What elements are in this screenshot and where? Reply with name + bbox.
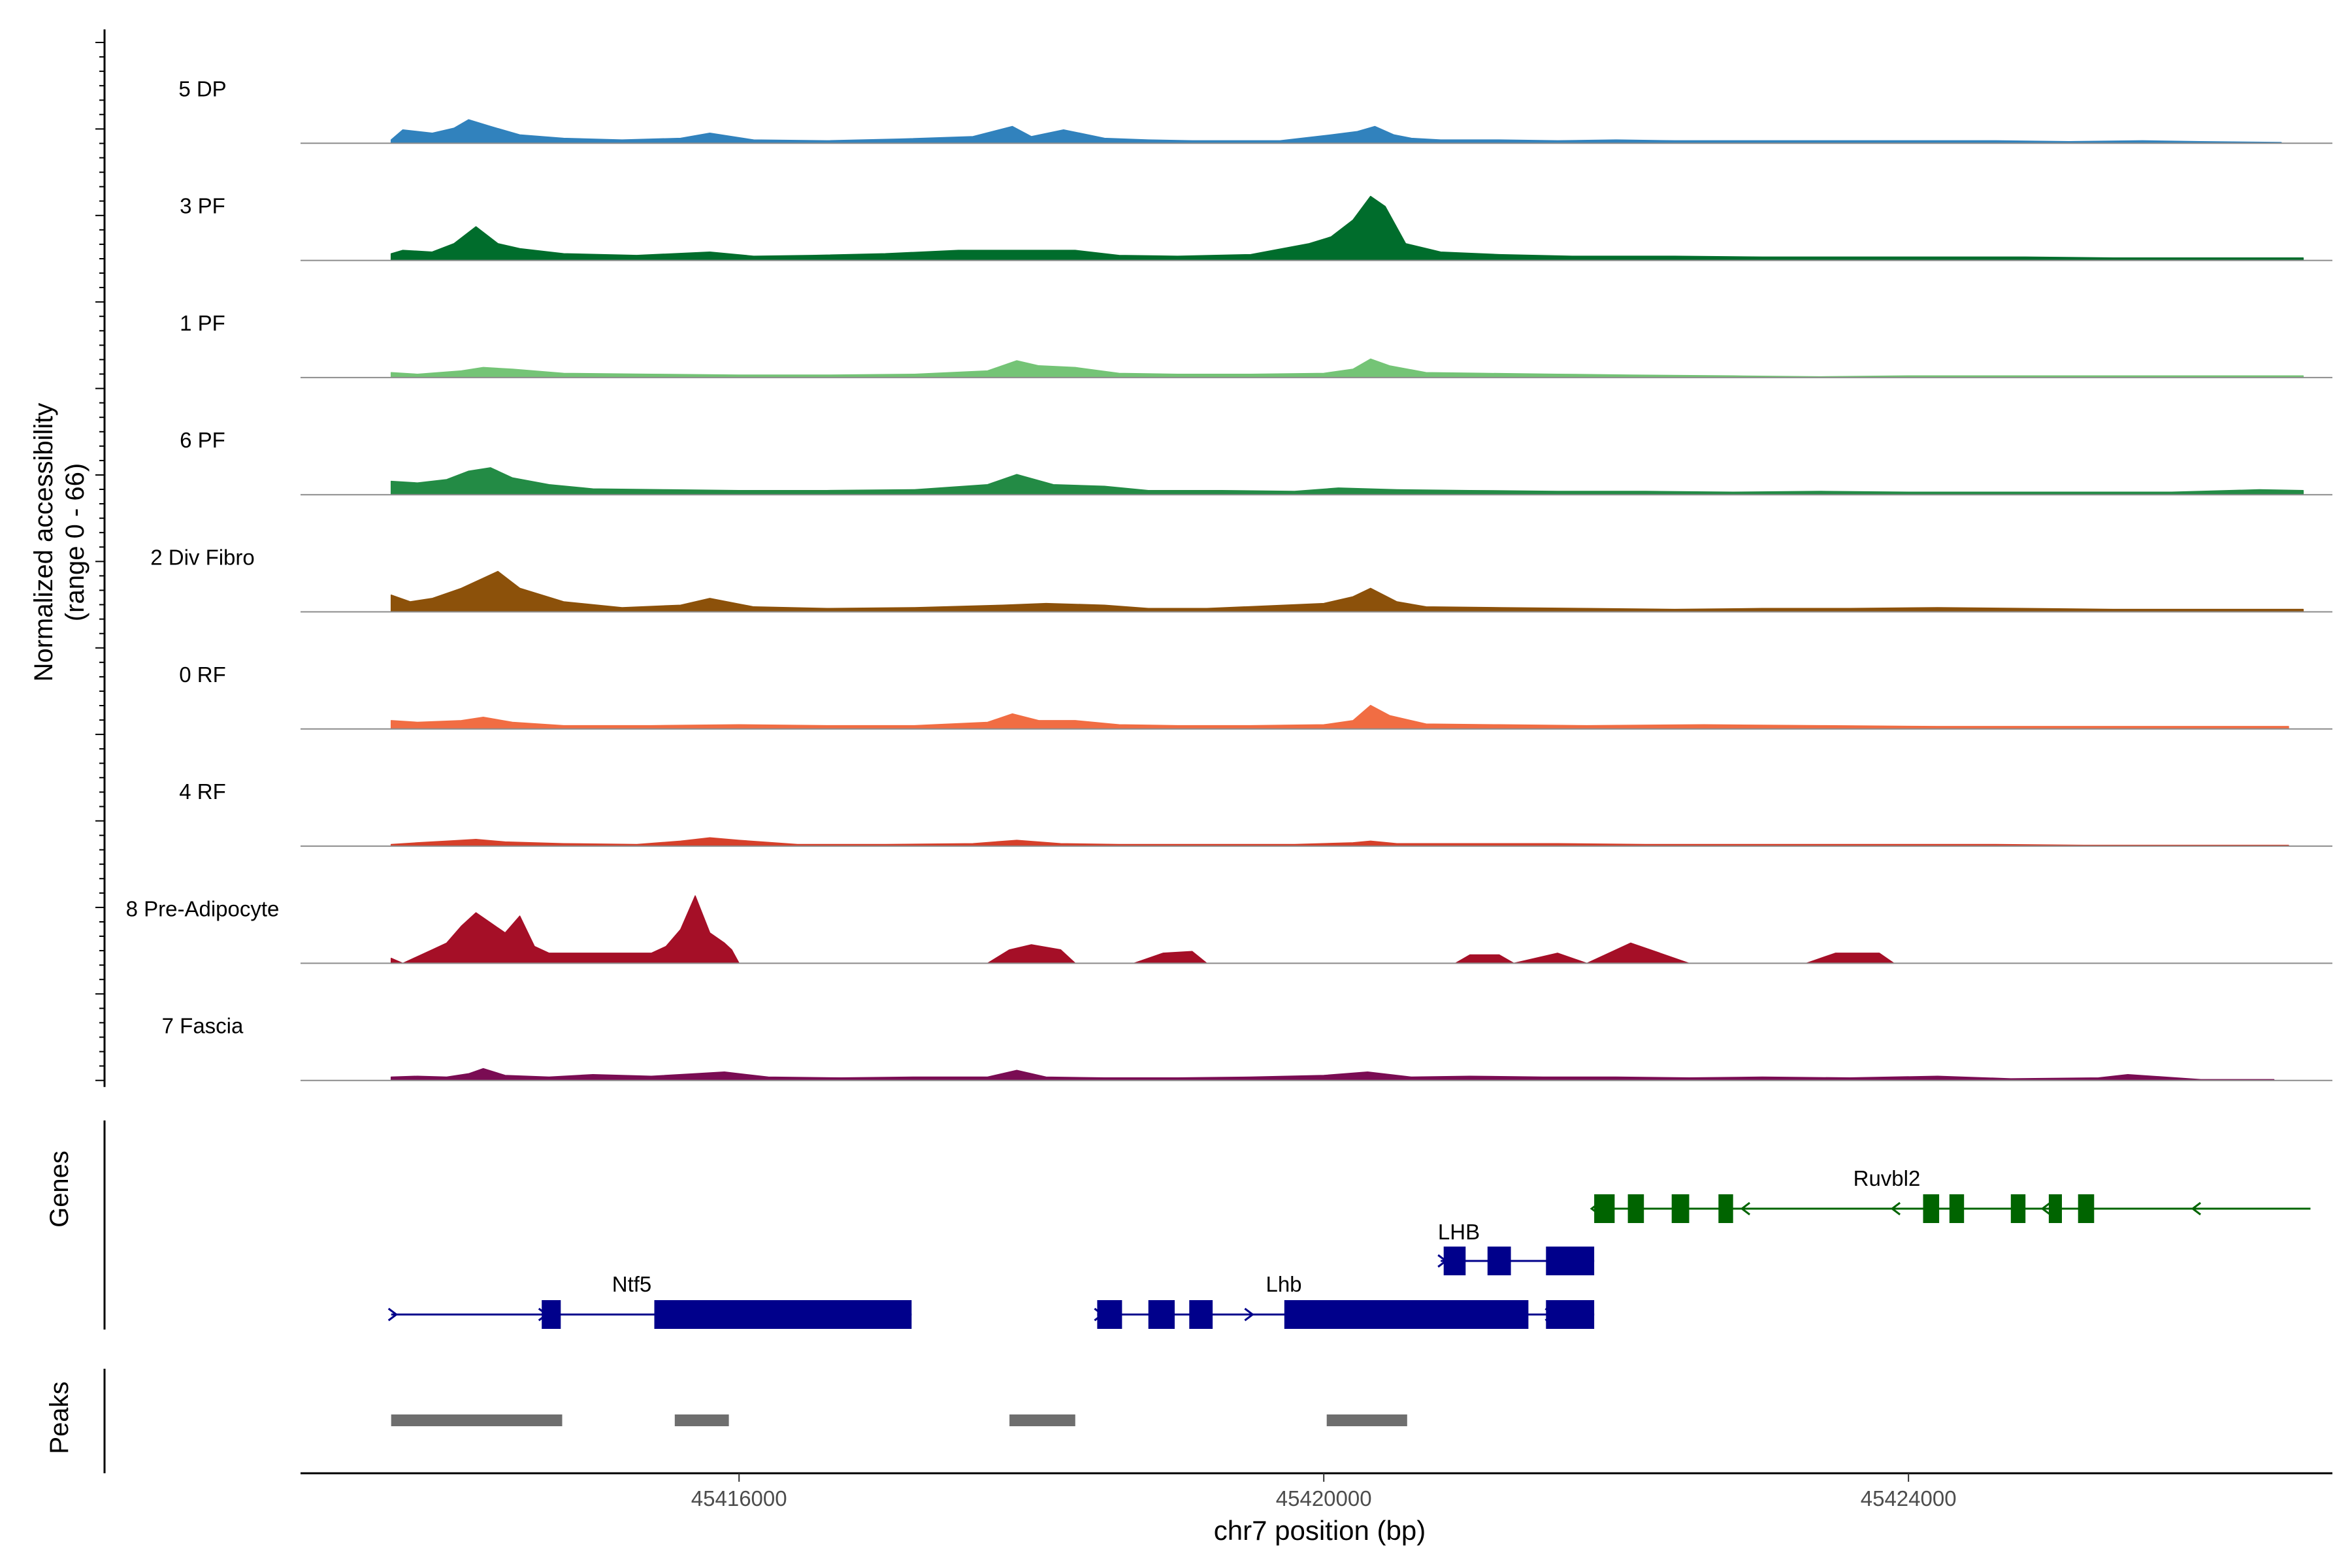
track-label-8-pre-adipocyte: 8 Pre-Adipocyte	[126, 896, 280, 921]
track-label-2-div-fibro: 2 Div Fibro	[150, 546, 255, 570]
axes: 45416000 45420000 45424000	[95, 29, 2332, 1511]
exon-block	[1671, 1194, 1690, 1223]
y-axis-title-line2: (range 0 - 66)	[61, 463, 90, 621]
coverage-area-8-pre-adipocyte	[390, 895, 1895, 964]
peaks-panel	[391, 1414, 1407, 1426]
genes-panel-label: Genes	[45, 1151, 74, 1228]
coverage-area-6-pf	[390, 467, 2304, 495]
gene-lhb: LHB	[1437, 1220, 1595, 1275]
x-tick-label: 45416000	[691, 1486, 787, 1511]
exon-block	[2048, 1194, 2062, 1223]
x-tick-label: 45424000	[1861, 1486, 1957, 1511]
gene-lhb: Lhb	[1094, 1272, 1595, 1329]
peak-bar	[674, 1414, 729, 1426]
peak-bar	[1009, 1414, 1075, 1426]
coverage-area-3-pf	[390, 195, 2304, 261]
track-label-6-pf: 6 PF	[180, 428, 225, 452]
track-label-1-pf: 1 PF	[180, 311, 225, 335]
track-label-5-dp: 5 DP	[178, 76, 226, 101]
y-axis-title-line1: Normalized accessibility	[29, 403, 58, 682]
exon-block	[542, 1300, 561, 1329]
track-label-3-pf: 3 PF	[180, 194, 225, 218]
gene-label-ntf5: Ntf5	[612, 1272, 652, 1296]
coverage-tracks: 5 DP 3 PF 1 PF 6 PF 2 Div Fibro 0 RF 4 RF 8 Pre…	[126, 76, 2332, 1081]
exon-block	[1148, 1300, 1175, 1329]
exon-block	[1443, 1247, 1466, 1275]
strand-chevron	[2040, 1201, 2051, 1216]
track-0-rf: 0 RF	[179, 662, 2332, 730]
x-tick-label: 45420000	[1276, 1486, 1372, 1511]
exon-block	[654, 1300, 912, 1329]
exon-block	[1949, 1194, 1965, 1223]
track-1-pf: 1 PF	[180, 311, 2332, 378]
coverage-area-7-fascia	[390, 1068, 2275, 1081]
track-7-fascia: 7 Fascia	[162, 1014, 2332, 1081]
track-5-dp: 5 DP	[178, 76, 2332, 144]
peak-bar	[1326, 1414, 1407, 1426]
strand-chevron	[2191, 1201, 2202, 1216]
exon-block	[1189, 1300, 1213, 1329]
strand-chevron	[387, 1307, 399, 1322]
exon-block	[2010, 1194, 2026, 1223]
exon-block	[1546, 1300, 1595, 1329]
coverage-area-4-rf	[390, 837, 2289, 847]
strand-chevron	[1890, 1201, 1901, 1216]
gene-annotation-panel: Ntf5 Lhb LHB Ruvbl2	[387, 1166, 2311, 1329]
coverage-area-0-rf	[390, 704, 2289, 730]
peak-bar	[391, 1414, 563, 1426]
track-label-7-fascia: 7 Fascia	[162, 1014, 244, 1038]
track-label-0-rf: 0 RF	[179, 662, 226, 687]
peaks-panel-label: Peaks	[45, 1381, 74, 1454]
track-4-rf: 4 RF	[179, 779, 2332, 847]
gene-ntf5: Ntf5	[387, 1272, 912, 1329]
gene-label-ruvbl2: Ruvbl2	[1854, 1166, 1921, 1190]
gene-ruvbl2: Ruvbl2	[1590, 1166, 2311, 1223]
exon-block	[1097, 1300, 1122, 1329]
coverage-area-2-div-fibro	[390, 570, 2304, 613]
exon-block	[2078, 1194, 2095, 1223]
track-label-4-rf: 4 RF	[179, 779, 226, 804]
x-axis-title: chr7 position (bp)	[1214, 1515, 1426, 1546]
exon-block	[1627, 1194, 1644, 1223]
exon-block	[1284, 1300, 1529, 1329]
exon-block	[1718, 1194, 1733, 1223]
track-6-pf: 6 PF	[180, 428, 2332, 496]
track-3-pf: 3 PF	[180, 194, 2332, 261]
exon-block	[1594, 1194, 1615, 1223]
exon-block	[1546, 1247, 1595, 1275]
coverage-area-1-pf	[390, 358, 2304, 378]
strand-chevron	[1740, 1201, 1751, 1216]
track-2-div-fibro: 2 Div Fibro	[150, 546, 2332, 613]
gene-label-lhb: Lhb	[1266, 1272, 1301, 1296]
exon-block	[1487, 1247, 1511, 1275]
coverage-area-5-dp	[390, 119, 2282, 144]
track-8-pre-adipocyte: 8 Pre-Adipocyte	[126, 895, 2332, 964]
exon-block	[1923, 1194, 1940, 1223]
strand-chevron	[1244, 1307, 1254, 1322]
gene-label-lhb: LHB	[1438, 1220, 1480, 1244]
